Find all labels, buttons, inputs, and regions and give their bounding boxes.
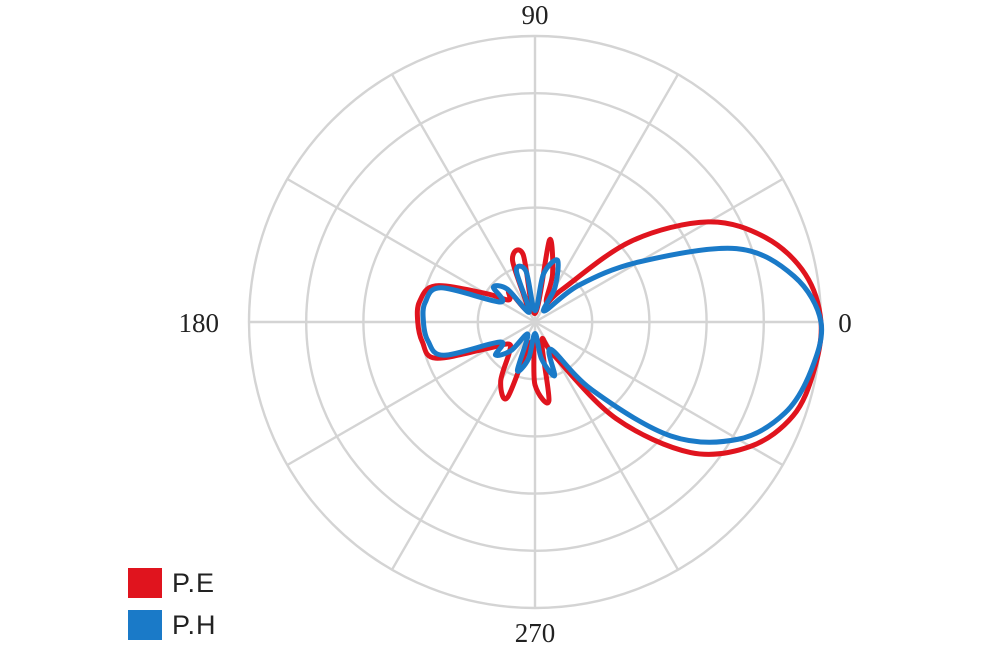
grid-spoke-240 <box>390 321 537 571</box>
grid-spoke-120 <box>390 73 537 323</box>
grid-spoke-150 <box>286 177 536 324</box>
grid-spoke-30 <box>534 177 784 324</box>
legend-swatch-ph <box>128 610 162 640</box>
legend-item-pe: P.E <box>128 566 217 600</box>
legend-label-ph: P.H <box>172 609 217 640</box>
legend-swatch-pe <box>128 568 162 598</box>
angle-tick-label-0: 0 <box>838 308 852 338</box>
polar-grid <box>247 34 823 610</box>
legend-label-pe: P.E <box>172 567 216 598</box>
angle-tick-label-90: 90 <box>522 0 549 30</box>
legend: P.E P.H <box>128 566 217 650</box>
angle-tick-label-180: 180 <box>179 308 220 338</box>
angle-labels: 0 90 180 270 <box>179 0 852 648</box>
grid-spoke-330 <box>534 320 784 467</box>
series-line-ph <box>420 245 825 445</box>
series-layer <box>414 219 825 457</box>
angle-tick-label-270: 270 <box>515 618 556 648</box>
legend-item-ph: P.H <box>128 608 217 642</box>
